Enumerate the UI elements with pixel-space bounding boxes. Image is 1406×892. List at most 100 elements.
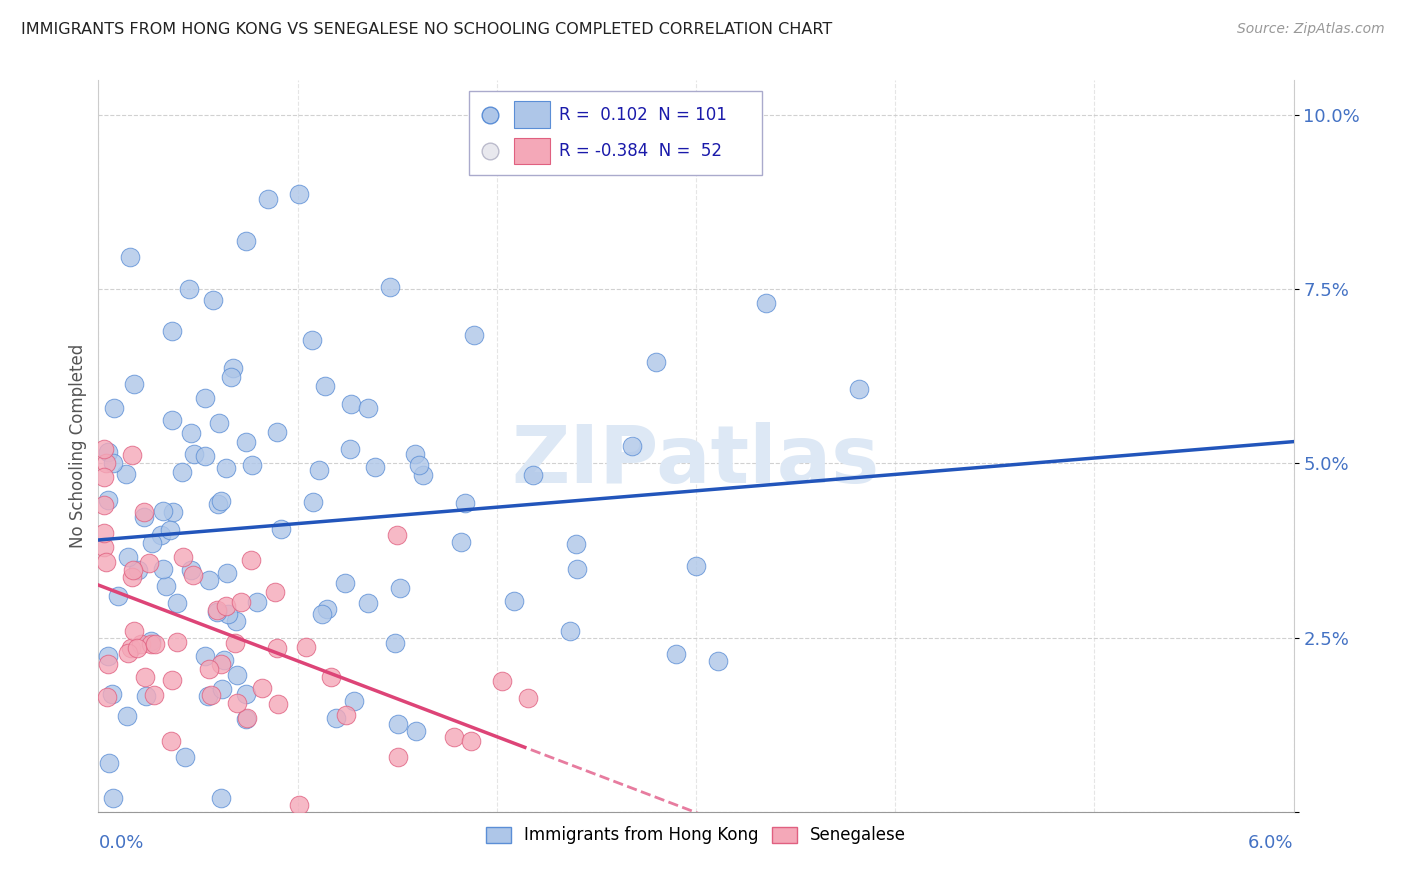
Text: IMMIGRANTS FROM HONG KONG VS SENEGALESE NO SCHOOLING COMPLETED CORRELATION CHART: IMMIGRANTS FROM HONG KONG VS SENEGALESE … — [21, 22, 832, 37]
Point — [98, 756, 121, 770]
Point — [194, 391, 217, 405]
Point — [115, 709, 138, 723]
Point — [388, 581, 411, 595]
Point — [491, 674, 513, 689]
Point — [212, 653, 235, 667]
Point — [93, 498, 115, 512]
Point — [385, 528, 408, 542]
Point — [443, 730, 465, 744]
Point — [333, 576, 356, 591]
Text: Source: ZipAtlas.com: Source: ZipAtlas.com — [1237, 22, 1385, 37]
Point — [222, 361, 245, 376]
Point — [665, 647, 688, 661]
Point — [129, 637, 152, 651]
Point — [364, 459, 387, 474]
Point — [162, 505, 184, 519]
Point — [93, 442, 115, 457]
Point — [200, 688, 222, 702]
Point — [138, 556, 160, 570]
Point — [141, 536, 163, 550]
Point — [357, 401, 380, 416]
Point — [97, 649, 120, 664]
Point — [235, 687, 257, 701]
Point — [301, 494, 323, 508]
Point — [159, 523, 181, 537]
Text: R =  0.102  N = 101: R = 0.102 N = 101 — [558, 105, 727, 124]
Point — [143, 688, 166, 702]
Point — [101, 687, 124, 701]
Point — [219, 370, 242, 384]
Text: ZIPatlas: ZIPatlas — [512, 422, 880, 500]
Point — [325, 711, 347, 725]
Point — [522, 468, 544, 483]
Point — [224, 636, 246, 650]
Point — [454, 496, 477, 510]
Point — [93, 526, 115, 541]
Point — [145, 637, 167, 651]
Point — [197, 689, 219, 703]
Point — [215, 566, 238, 580]
Point — [235, 435, 257, 450]
Point — [404, 447, 426, 461]
Point — [180, 563, 202, 577]
Point — [107, 589, 129, 603]
Point — [194, 449, 217, 463]
Point — [267, 697, 290, 711]
Point — [387, 749, 409, 764]
Point — [685, 559, 707, 574]
Point — [209, 790, 232, 805]
Point — [205, 605, 228, 619]
Point — [235, 712, 257, 726]
Point — [122, 563, 145, 577]
Point — [266, 425, 288, 439]
Point — [183, 567, 205, 582]
Point — [225, 696, 247, 710]
Point — [356, 597, 378, 611]
Point — [127, 641, 149, 656]
Point — [152, 504, 174, 518]
Point — [207, 497, 229, 511]
Text: R = -0.384  N =  52: R = -0.384 N = 52 — [558, 142, 721, 161]
Point — [335, 708, 357, 723]
Point — [387, 717, 409, 731]
Point — [155, 579, 177, 593]
Text: 6.0%: 6.0% — [1249, 834, 1294, 852]
Point — [103, 401, 125, 415]
Point — [316, 602, 339, 616]
Point — [620, 439, 643, 453]
Point — [848, 383, 870, 397]
Point — [160, 673, 183, 688]
Point — [115, 467, 138, 481]
Point — [160, 413, 183, 427]
Point — [311, 607, 333, 621]
Point — [97, 492, 120, 507]
Point — [97, 445, 120, 459]
Point — [122, 624, 145, 639]
Point — [174, 749, 197, 764]
Point — [460, 734, 482, 748]
Point — [339, 442, 361, 456]
Point — [236, 711, 259, 725]
Point — [308, 463, 330, 477]
Point — [270, 522, 292, 536]
Point — [121, 448, 143, 462]
Point — [96, 555, 118, 569]
Point — [173, 549, 195, 564]
Bar — [515, 102, 550, 128]
Point — [117, 646, 139, 660]
Point — [134, 505, 156, 519]
Y-axis label: No Schooling Completed: No Schooling Completed — [69, 344, 87, 548]
Point — [343, 694, 366, 708]
Point — [166, 635, 188, 649]
Point — [215, 599, 238, 613]
Point — [565, 561, 588, 575]
Point — [120, 640, 142, 655]
Point — [378, 280, 401, 294]
Point — [235, 234, 257, 248]
Point — [160, 324, 183, 338]
Point — [405, 724, 427, 739]
Point — [264, 585, 287, 599]
Point — [412, 468, 434, 483]
Point — [152, 562, 174, 576]
Point — [121, 570, 143, 584]
